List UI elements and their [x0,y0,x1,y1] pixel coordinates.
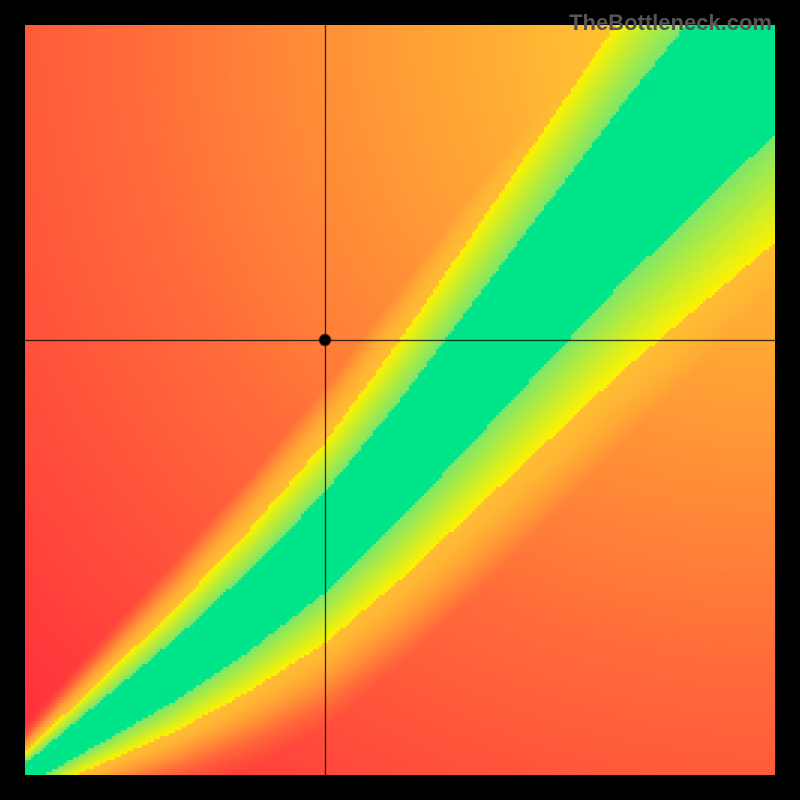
watermark-text: TheBottleneck.com [569,10,772,36]
heatmap-canvas [25,25,775,775]
chart-container: TheBottleneck.com [0,0,800,800]
heatmap-plot [25,25,775,775]
